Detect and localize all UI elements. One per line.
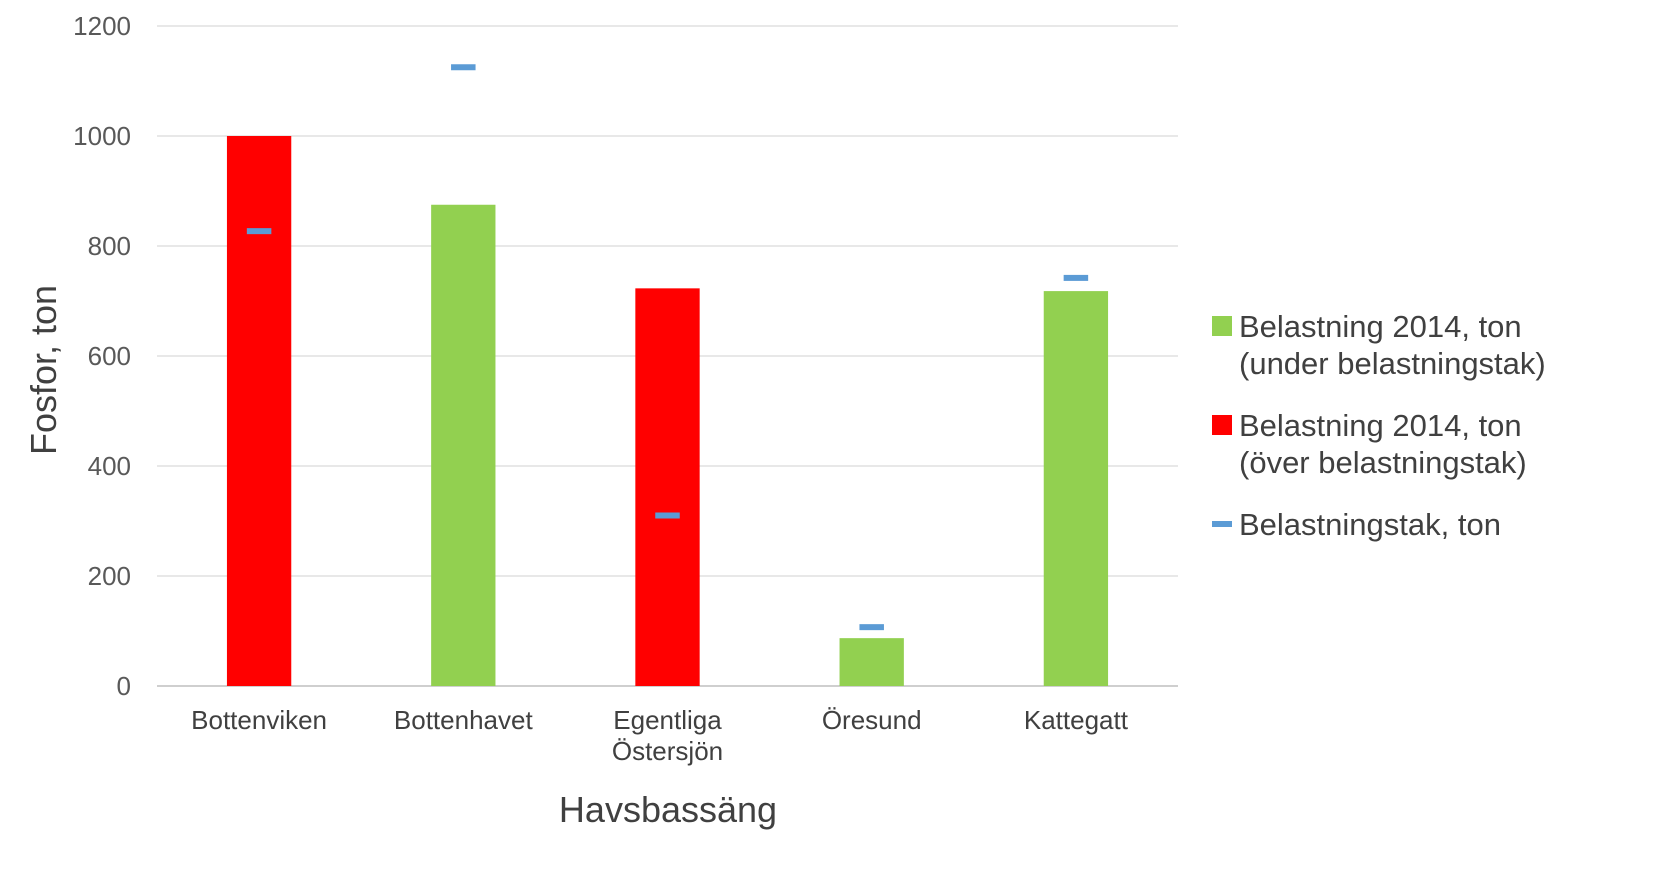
ceiling-marker — [1063, 274, 1089, 281]
legend-label: (under belastningstak) — [1239, 346, 1546, 381]
y-tick-label: 600 — [88, 341, 131, 371]
gridlines — [157, 25, 1178, 687]
bars — [226, 136, 1109, 686]
y-axis-title: Fosfor, ton — [23, 285, 64, 455]
x-category-label: Bottenviken — [191, 705, 327, 735]
y-tick-label: 1000 — [73, 121, 131, 151]
x-category-label: Bottenhavet — [394, 705, 534, 735]
ceiling-markers — [246, 64, 1089, 631]
legend-item-under: Belastning 2014, ton(under belastningsta… — [1212, 309, 1546, 381]
x-category-label: Egentliga — [613, 705, 722, 735]
legend-item-over: Belastning 2014, ton(över belastningstak… — [1212, 408, 1527, 480]
legend: Belastning 2014, ton(under belastningsta… — [1212, 309, 1546, 542]
legend-item-ceiling: Belastningstak, ton — [1212, 507, 1501, 542]
legend-swatch-ceiling — [1212, 521, 1232, 527]
bar-over-ceiling — [635, 288, 700, 686]
legend-label: Belastning 2014, ton — [1239, 408, 1522, 443]
legend-label: (över belastningstak) — [1239, 445, 1527, 480]
x-category-label: Kattegatt — [1024, 705, 1129, 735]
y-tick-label: 1200 — [73, 11, 131, 41]
x-axis-title: Havsbassäng — [559, 789, 777, 830]
y-tick-label: 800 — [88, 231, 131, 261]
x-axis-labels: Bottenviken Bottenhavet EgentligaÖstersjön… — [191, 705, 1129, 766]
x-category-label: Östersjön — [612, 736, 723, 766]
x-category-label: Öresund — [822, 705, 922, 735]
bar-under-ceiling — [839, 638, 904, 686]
bar-under-ceiling — [1043, 291, 1109, 686]
ceiling-marker — [859, 624, 884, 631]
bar-under-ceiling — [431, 204, 496, 686]
y-tick-label: 0 — [117, 671, 131, 701]
ceiling-marker — [246, 228, 272, 235]
bar-over-ceiling — [226, 136, 292, 686]
legend-label: Belastningstak, ton — [1239, 507, 1501, 542]
ceiling-marker — [655, 512, 680, 519]
y-tick-label: 200 — [88, 561, 131, 591]
legend-swatch-over — [1212, 415, 1232, 435]
y-tick-label: 400 — [88, 451, 131, 481]
legend-swatch-under — [1212, 316, 1232, 336]
ceiling-marker — [451, 64, 476, 71]
y-axis-ticks: 0 200 400 600 800 1000 1200 — [73, 11, 131, 701]
legend-label: Belastning 2014, ton — [1239, 309, 1522, 344]
